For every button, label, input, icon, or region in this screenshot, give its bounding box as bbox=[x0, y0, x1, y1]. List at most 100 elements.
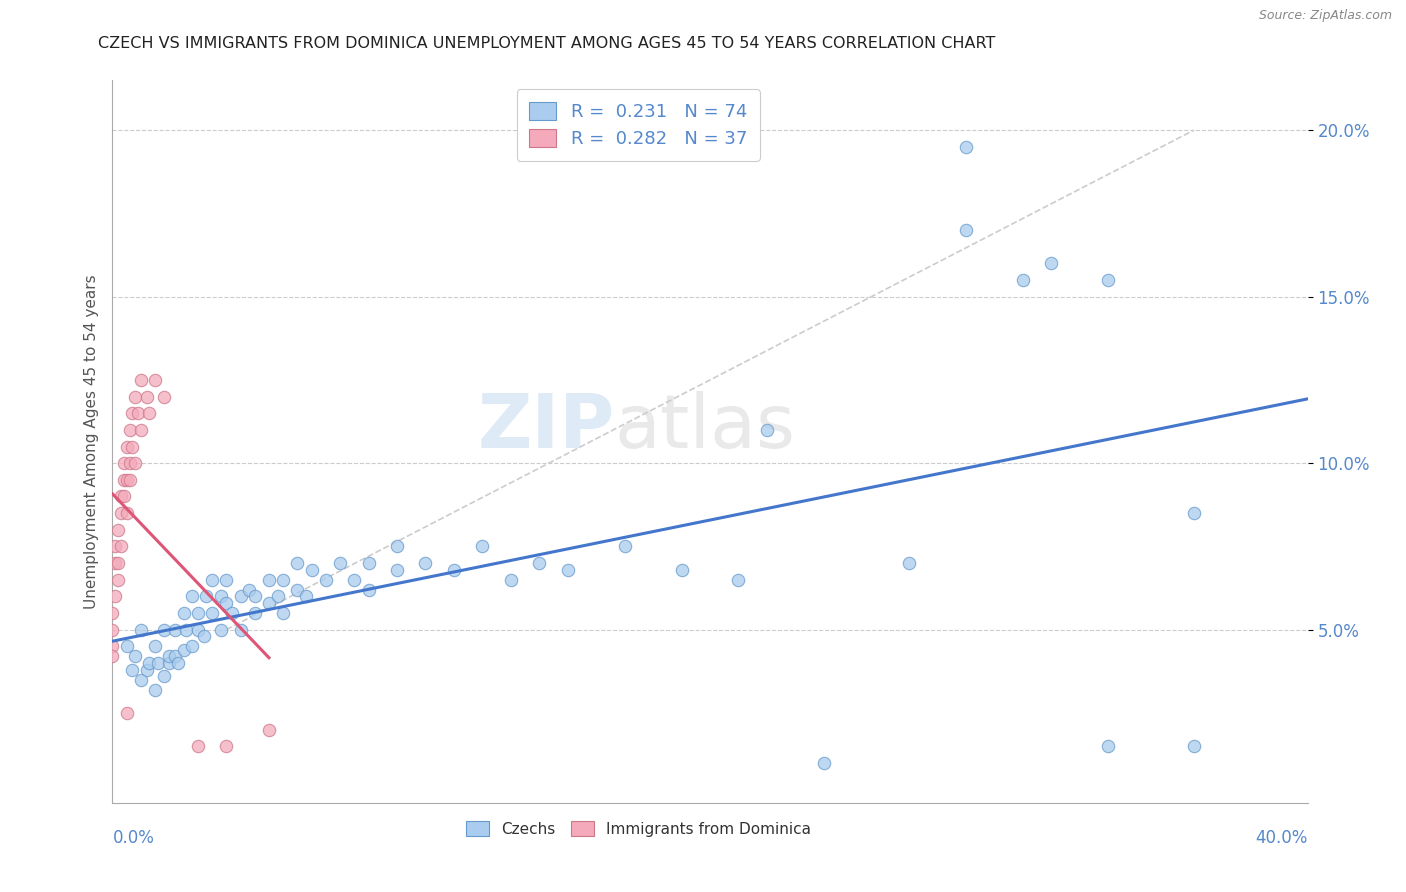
Point bbox=[357, 556, 380, 570]
Point bbox=[529, 556, 551, 570]
Point bbox=[557, 563, 579, 577]
Point bbox=[209, 623, 232, 637]
Point bbox=[1097, 273, 1119, 287]
Point bbox=[115, 640, 138, 654]
Point bbox=[727, 573, 749, 587]
Point bbox=[181, 640, 204, 654]
Point bbox=[115, 506, 138, 520]
Point bbox=[107, 556, 129, 570]
Text: atlas: atlas bbox=[614, 391, 796, 464]
Point bbox=[1182, 506, 1205, 520]
Point bbox=[209, 590, 232, 604]
Point bbox=[112, 473, 135, 487]
Y-axis label: Unemployment Among Ages 45 to 54 years: Unemployment Among Ages 45 to 54 years bbox=[83, 274, 98, 609]
Point bbox=[110, 490, 132, 504]
Point bbox=[287, 556, 309, 570]
Point bbox=[157, 649, 180, 664]
Point bbox=[143, 640, 166, 654]
Point bbox=[671, 563, 693, 577]
Point bbox=[143, 373, 166, 387]
Point bbox=[152, 669, 174, 683]
Point bbox=[173, 642, 195, 657]
Point bbox=[138, 656, 160, 670]
Point bbox=[104, 540, 127, 554]
Text: 0.0%: 0.0% bbox=[112, 829, 155, 847]
Point bbox=[124, 390, 146, 404]
Point bbox=[121, 406, 143, 420]
Point bbox=[118, 456, 141, 470]
Point bbox=[181, 590, 204, 604]
Point bbox=[157, 656, 180, 670]
Point bbox=[613, 540, 636, 554]
Point bbox=[955, 223, 977, 237]
Point bbox=[385, 540, 408, 554]
Point bbox=[1012, 273, 1035, 287]
Point bbox=[813, 756, 835, 770]
Point bbox=[287, 582, 309, 597]
Point bbox=[229, 590, 252, 604]
Point bbox=[173, 606, 195, 620]
Point bbox=[499, 573, 522, 587]
Point bbox=[221, 606, 243, 620]
Point bbox=[1097, 739, 1119, 754]
Point bbox=[135, 663, 157, 677]
Point bbox=[229, 623, 252, 637]
Point bbox=[187, 739, 209, 754]
Point bbox=[115, 473, 138, 487]
Point bbox=[118, 473, 141, 487]
Point bbox=[143, 682, 166, 697]
Point bbox=[187, 606, 209, 620]
Point bbox=[755, 423, 778, 437]
Point bbox=[107, 573, 129, 587]
Point bbox=[129, 373, 152, 387]
Point bbox=[443, 563, 465, 577]
Point bbox=[129, 623, 152, 637]
Point bbox=[385, 563, 408, 577]
Point bbox=[898, 556, 921, 570]
Point bbox=[415, 556, 437, 570]
Point bbox=[112, 490, 135, 504]
Point bbox=[124, 456, 146, 470]
Point bbox=[118, 423, 141, 437]
Point bbox=[257, 596, 280, 610]
Point bbox=[187, 623, 209, 637]
Point bbox=[121, 663, 143, 677]
Point bbox=[104, 556, 127, 570]
Point bbox=[201, 606, 224, 620]
Point bbox=[152, 390, 174, 404]
Point bbox=[1182, 739, 1205, 754]
Point bbox=[165, 623, 187, 637]
Point bbox=[127, 406, 149, 420]
Point bbox=[115, 440, 138, 454]
Point bbox=[955, 140, 977, 154]
Point bbox=[110, 540, 132, 554]
Point bbox=[215, 596, 238, 610]
Legend: Czechs, Immigrants from Dominica: Czechs, Immigrants from Dominica bbox=[457, 812, 820, 846]
Point bbox=[243, 606, 266, 620]
Point bbox=[243, 590, 266, 604]
Point bbox=[165, 649, 187, 664]
Point bbox=[295, 590, 318, 604]
Point bbox=[146, 656, 169, 670]
Point bbox=[121, 440, 143, 454]
Point bbox=[167, 656, 190, 670]
Point bbox=[301, 563, 323, 577]
Point bbox=[124, 649, 146, 664]
Text: CZECH VS IMMIGRANTS FROM DOMINICA UNEMPLOYMENT AMONG AGES 45 TO 54 YEARS CORRELA: CZECH VS IMMIGRANTS FROM DOMINICA UNEMPL… bbox=[98, 36, 995, 51]
Point bbox=[129, 673, 152, 687]
Point bbox=[101, 606, 124, 620]
Point bbox=[201, 573, 224, 587]
Point bbox=[115, 706, 138, 720]
Point bbox=[112, 456, 135, 470]
Point bbox=[471, 540, 494, 554]
Point bbox=[104, 590, 127, 604]
Text: Source: ZipAtlas.com: Source: ZipAtlas.com bbox=[1258, 9, 1392, 22]
Point bbox=[110, 506, 132, 520]
Point bbox=[315, 573, 337, 587]
Text: 40.0%: 40.0% bbox=[1256, 829, 1308, 847]
Point bbox=[1040, 256, 1063, 270]
Point bbox=[107, 523, 129, 537]
Point bbox=[101, 623, 124, 637]
Point bbox=[266, 590, 288, 604]
Point bbox=[329, 556, 352, 570]
